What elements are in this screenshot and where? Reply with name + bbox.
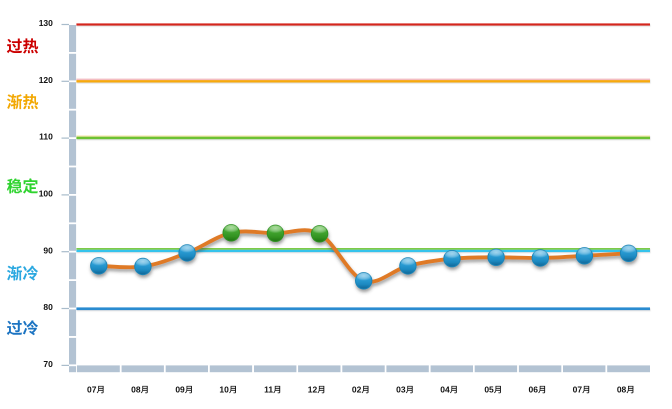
svg-text:11: 11 — [264, 385, 273, 395]
svg-text:06: 06 — [529, 385, 539, 395]
svg-text:04: 04 — [440, 385, 450, 395]
svg-text:05: 05 — [484, 385, 494, 395]
svg-text:100: 100 — [39, 189, 53, 199]
svg-text:90: 90 — [43, 245, 53, 255]
svg-text:07: 07 — [87, 385, 97, 395]
svg-text:08: 08 — [131, 385, 141, 395]
svg-text:09: 09 — [175, 385, 185, 395]
svg-text:02: 02 — [352, 385, 362, 395]
svg-text:12: 12 — [308, 385, 318, 395]
svg-text:08: 08 — [617, 385, 627, 395]
svg-text:80: 80 — [43, 302, 53, 312]
svg-text:03: 03 — [396, 385, 406, 395]
svg-text:120: 120 — [39, 75, 53, 85]
svg-text:07: 07 — [573, 385, 583, 395]
svg-text:70: 70 — [43, 359, 53, 369]
svg-text:110: 110 — [39, 132, 53, 142]
svg-text:10: 10 — [219, 385, 229, 395]
svg-text:130: 130 — [39, 18, 53, 28]
